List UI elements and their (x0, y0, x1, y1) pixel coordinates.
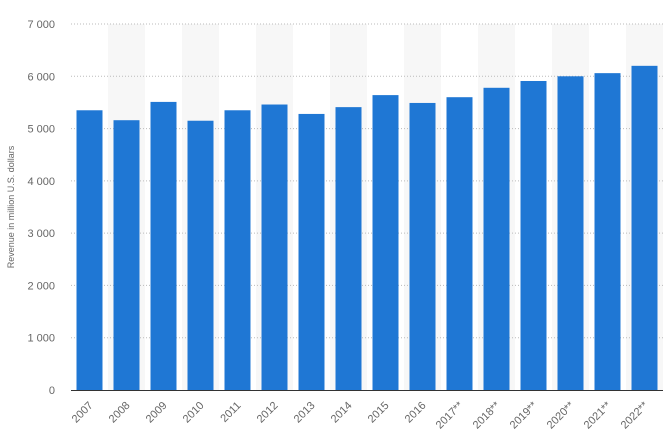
x-axis-ticks: 2007 2008 2009 2010 2011 2012 2013 2014 2015 2016… (70, 399, 651, 431)
y-tick-label: 1 000 (27, 333, 55, 345)
bar-2020 (557, 76, 584, 391)
x-tick-label: 2015 (366, 400, 392, 426)
x-tick-label: 2021** (582, 399, 614, 431)
x-tick-label: 2020** (545, 399, 577, 431)
x-tick-label: 2007 (70, 400, 96, 426)
bar-2019 (520, 80, 547, 391)
y-tick-label: 7 000 (27, 19, 55, 31)
y-tick-label: 6 000 (27, 71, 55, 83)
x-tick-label: 2010 (181, 400, 207, 426)
bars (76, 65, 658, 391)
bar-2018 (483, 87, 510, 390)
x-tick-label: 2009 (144, 400, 170, 426)
x-tick-label: 2016 (403, 400, 429, 426)
bar-2021 (594, 73, 621, 391)
bar-2022 (631, 65, 658, 390)
y-tick-label: 5 000 (27, 124, 55, 136)
x-tick-label: 2014 (329, 400, 355, 426)
bar-2016 (409, 102, 436, 391)
x-tick-label: 2017** (434, 399, 466, 431)
x-tick-label: 2012 (255, 400, 281, 426)
bar-2017 (446, 97, 473, 390)
bar-2015 (372, 95, 399, 390)
y-tick-label: 2 000 (27, 280, 55, 292)
bar-2011 (224, 110, 251, 391)
y-tick-label: 0 (49, 385, 55, 397)
x-tick-label: 2008 (107, 400, 133, 426)
bar-2009 (150, 101, 177, 391)
bar-2008 (113, 120, 140, 390)
bar-2010 (187, 120, 214, 390)
x-tick-label: 2022** (619, 399, 651, 431)
y-axis-label: Revenue in million U.S. dollars (6, 145, 16, 268)
bar-2014 (335, 107, 362, 391)
x-tick-label: 2011 (218, 400, 243, 425)
bar-2013 (298, 113, 325, 390)
bar-2012 (261, 104, 288, 391)
x-tick-label: 2019** (508, 399, 540, 431)
y-tick-label: 4 000 (27, 176, 55, 188)
y-axis-ticks: 0 1 000 2 000 3 000 4 000 5 000 6 000 7 000 (27, 19, 55, 397)
y-tick-label: 3 000 (27, 228, 55, 240)
bar-2007 (76, 110, 103, 391)
x-tick-label: 2018** (471, 399, 503, 431)
x-tick-label: 2013 (292, 400, 318, 426)
